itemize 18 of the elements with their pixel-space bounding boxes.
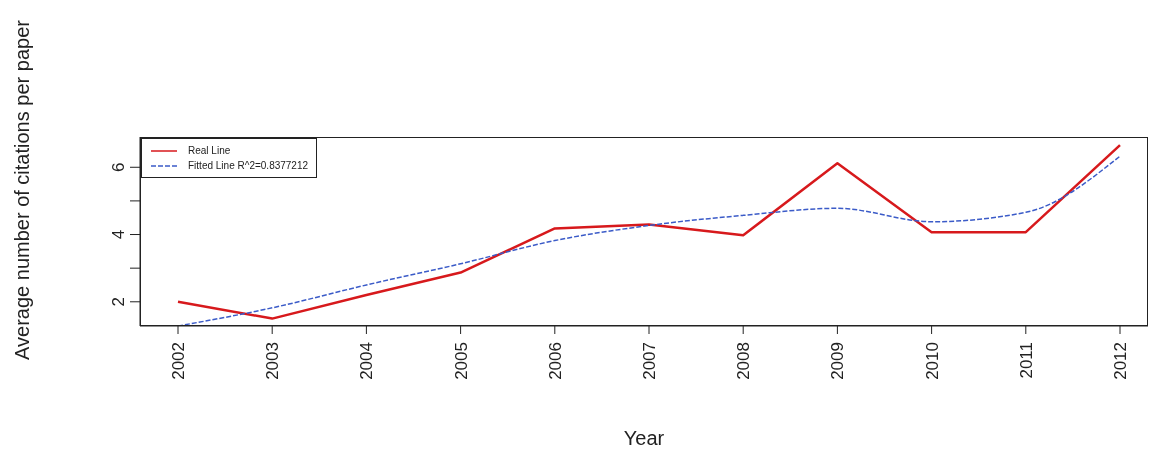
y-tick-label: 6 bbox=[109, 162, 128, 172]
legend-label: Fitted Line R^2=0.8377212 bbox=[188, 160, 309, 171]
x-tick-label: 2002 bbox=[169, 342, 188, 380]
x-tick-label: 2009 bbox=[828, 342, 848, 380]
x-tick-label: 2012 bbox=[1111, 342, 1130, 380]
y-axis-title: Average number of citations per paper bbox=[10, 19, 34, 360]
x-tick-label: 2008 bbox=[734, 342, 754, 380]
x-tick-label: 2007 bbox=[640, 342, 659, 380]
legend-label: Real Line bbox=[188, 145, 231, 156]
y-tick-label: 2 bbox=[109, 297, 128, 307]
x-tick-label: 2003 bbox=[263, 342, 283, 380]
x-tick-label: 2010 bbox=[922, 342, 942, 380]
x-tick-label: 2005 bbox=[451, 342, 471, 380]
x-tick-label: 2004 bbox=[357, 342, 377, 380]
y-tick-label: 4 bbox=[109, 229, 128, 240]
x-tick-label: 2011 bbox=[1016, 342, 1036, 379]
x-tick-label: 2006 bbox=[545, 342, 565, 380]
x-axis-title: Year bbox=[623, 427, 665, 449]
